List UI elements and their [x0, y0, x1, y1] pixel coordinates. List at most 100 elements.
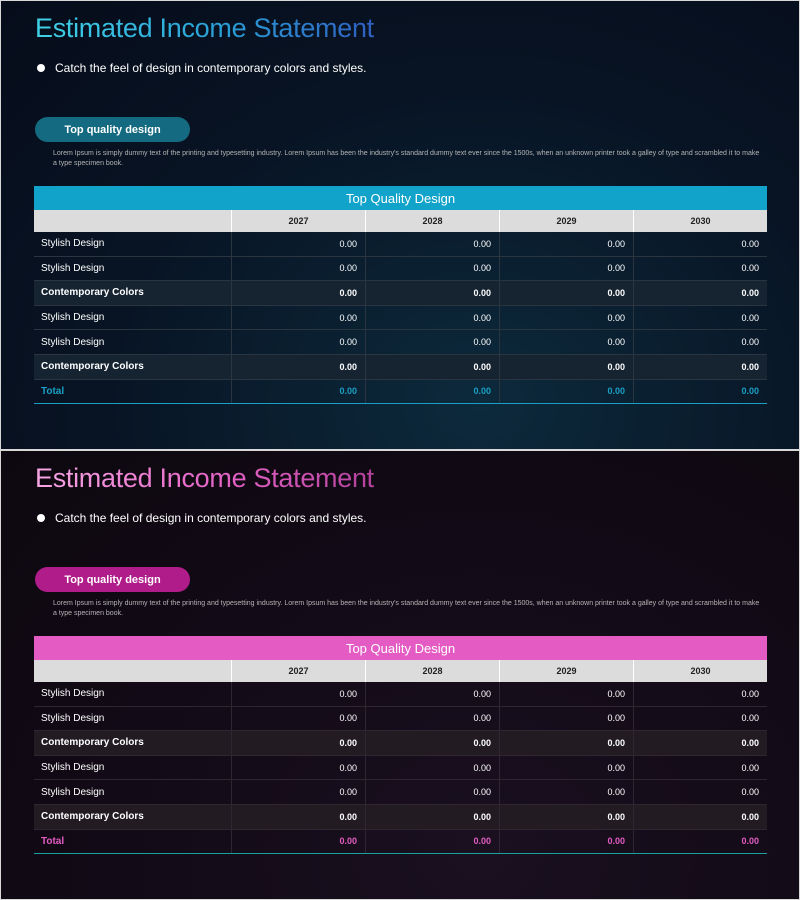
value-cell: 0.00: [633, 232, 767, 256]
value-cell: 0.00: [633, 281, 767, 305]
value-cell: 0.00: [499, 731, 633, 755]
value-cell: 0.00: [231, 281, 365, 305]
table-header-cell: 2030: [633, 210, 767, 232]
description-text: Lorem Ipsum is simply dummy text of the …: [53, 150, 760, 167]
value-cell: 0.00: [231, 829, 365, 854]
value-cell: 0.00: [499, 755, 633, 780]
table-row: Stylish Design 0.00 0.00 0.00 0.00: [34, 682, 767, 707]
table-header-cell: 2027: [231, 210, 365, 232]
value-cell: 0.00: [231, 706, 365, 731]
section-pill: Top quality design: [35, 567, 190, 592]
value-cell: 0.00: [231, 804, 365, 829]
table-header-row: 2027 2028 2029 2030: [34, 210, 767, 232]
value-cell: 0.00: [499, 256, 633, 281]
table-total-row: Total 0.00 0.00 0.00 0.00: [34, 829, 767, 855]
table-row: Contemporary Colors 0.00 0.00 0.00 0.00: [34, 354, 767, 380]
value-cell: 0.00: [499, 780, 633, 804]
value-cell: 0.00: [499, 682, 633, 706]
row-label: Contemporary Colors: [41, 811, 144, 823]
table-row: Stylish Design 0.00 0.00 0.00 0.00: [34, 305, 767, 331]
value-cell: 0.00: [633, 731, 767, 755]
value-cell: 0.00: [633, 706, 767, 731]
row-label: Stylish Design: [41, 312, 105, 324]
value-cell: 0.00: [231, 780, 365, 804]
bullet-text: Catch the feel of design in contemporary…: [55, 511, 367, 525]
table-header-cell: [34, 210, 231, 232]
value-cell: 0.00: [365, 379, 499, 404]
value-cell: 0.00: [231, 731, 365, 755]
income-table: Top Quality Design 2027 2028 2029 2030 S…: [34, 636, 767, 855]
table-header-cell: 2029: [499, 210, 633, 232]
row-label: Stylish Design: [41, 262, 105, 274]
value-cell: 0.00: [365, 354, 499, 379]
value-cell: 0.00: [365, 706, 499, 731]
table-total-row: Total 0.00 0.00 0.00 0.00: [34, 379, 767, 405]
table-title: Top Quality Design: [34, 186, 767, 210]
row-label: Total: [41, 385, 65, 397]
value-cell: 0.00: [499, 379, 633, 404]
table-row: Contemporary Colors 0.00 0.00 0.00 0.00: [34, 731, 767, 756]
value-cell: 0.00: [365, 682, 499, 706]
table-row: Contemporary Colors 0.00 0.00 0.00 0.00: [34, 804, 767, 830]
table-body: Stylish Design 0.00 0.00 0.00 0.00 Stylish De…: [34, 682, 767, 855]
value-cell: 0.00: [365, 804, 499, 829]
bullet-dot-icon: [37, 514, 45, 522]
section-pill: Top quality design: [35, 117, 190, 142]
value-cell: 0.00: [499, 305, 633, 330]
table-row: Stylish Design 0.00 0.00 0.00 0.00: [34, 755, 767, 781]
table-body: Stylish Design 0.00 0.00 0.00 0.00 Stylish De…: [34, 232, 767, 405]
value-cell: 0.00: [231, 256, 365, 281]
table-row: Stylish Design 0.00 0.00 0.00 0.00: [34, 256, 767, 282]
row-label: Total: [41, 835, 65, 847]
value-cell: 0.00: [499, 354, 633, 379]
table-header-cell: [34, 660, 231, 682]
value-cell: 0.00: [365, 305, 499, 330]
value-cell: 0.00: [633, 804, 767, 829]
row-label: Stylish Design: [41, 786, 105, 798]
table-header-cell: 2028: [365, 210, 499, 232]
value-cell: 0.00: [365, 780, 499, 804]
value-cell: 0.00: [231, 232, 365, 256]
value-cell: 0.00: [633, 305, 767, 330]
table-row: Stylish Design 0.00 0.00 0.00 0.00: [34, 780, 767, 805]
table-row: Stylish Design 0.00 0.00 0.00 0.00: [34, 706, 767, 732]
row-label: Contemporary Colors: [41, 737, 144, 749]
income-table: Top Quality Design 2027 2028 2029 2030 S…: [34, 186, 767, 405]
value-cell: 0.00: [633, 755, 767, 780]
value-cell: 0.00: [499, 804, 633, 829]
value-cell: 0.00: [633, 780, 767, 804]
bullet-text: Catch the feel of design in contemporary…: [55, 61, 367, 75]
value-cell: 0.00: [365, 232, 499, 256]
row-label: Stylish Design: [41, 336, 105, 348]
value-cell: 0.00: [499, 281, 633, 305]
row-label: Contemporary Colors: [41, 361, 144, 373]
table-header-cell: 2027: [231, 660, 365, 682]
value-cell: 0.00: [365, 256, 499, 281]
value-cell: 0.00: [365, 829, 499, 854]
slide-pink: Estimated Income Statement Catch the fee…: [1, 451, 799, 899]
value-cell: 0.00: [633, 379, 767, 404]
value-cell: 0.00: [633, 256, 767, 281]
value-cell: 0.00: [633, 330, 767, 354]
row-label: Stylish Design: [41, 688, 105, 700]
row-label: Stylish Design: [41, 238, 105, 250]
value-cell: 0.00: [365, 731, 499, 755]
value-cell: 0.00: [633, 829, 767, 854]
row-label: Contemporary Colors: [41, 287, 144, 299]
value-cell: 0.00: [365, 281, 499, 305]
table-row: Stylish Design 0.00 0.00 0.00 0.00: [34, 232, 767, 257]
value-cell: 0.00: [231, 755, 365, 780]
description-text: Lorem Ipsum is simply dummy text of the …: [53, 600, 760, 617]
row-label: Stylish Design: [41, 712, 105, 724]
bullet-point: Catch the feel of design in contemporary…: [37, 61, 367, 75]
value-cell: 0.00: [231, 305, 365, 330]
value-cell: 0.00: [365, 330, 499, 354]
slide-blue: Estimated Income Statement Catch the fee…: [1, 1, 799, 449]
value-cell: 0.00: [365, 755, 499, 780]
table-header-cell: 2029: [499, 660, 633, 682]
value-cell: 0.00: [231, 354, 365, 379]
table-header-cell: 2028: [365, 660, 499, 682]
bullet-dot-icon: [37, 64, 45, 72]
value-cell: 0.00: [633, 682, 767, 706]
slide-title: Estimated Income Statement: [35, 463, 374, 493]
